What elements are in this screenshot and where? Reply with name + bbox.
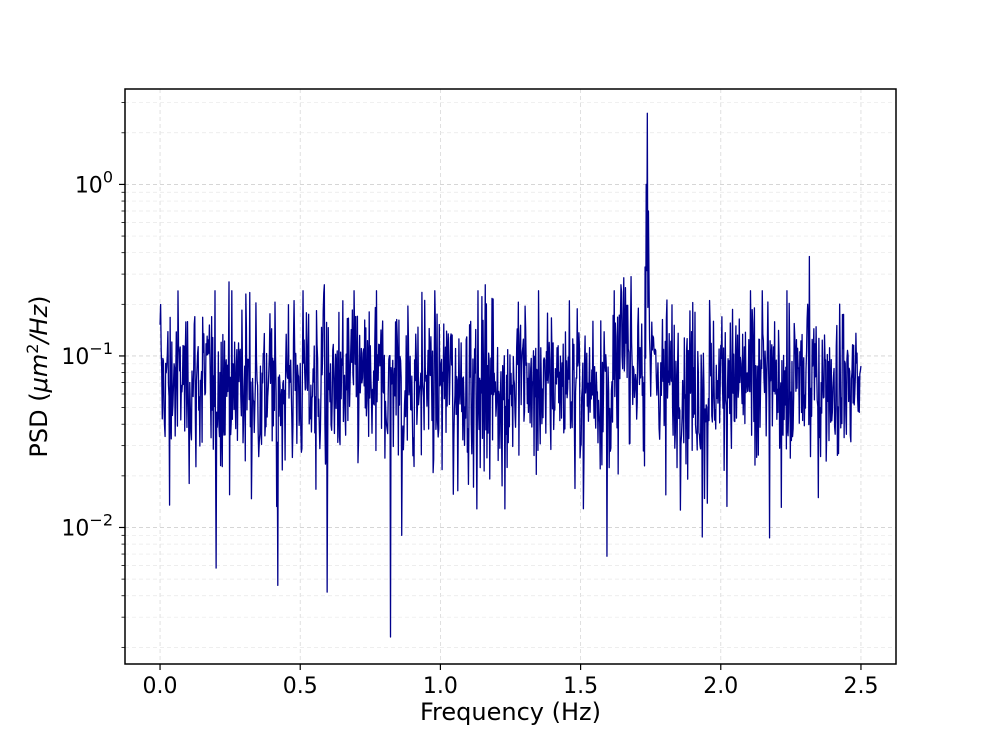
y-axis-label-unit-tail: /Hz: [25, 303, 53, 345]
x-axis-ticks: 0.0 0.5 1.0 1.5 2.0 2.5: [143, 664, 878, 699]
x-tick-label: 1.5: [563, 674, 598, 699]
y-axis-label-suffix: ): [25, 295, 53, 304]
y-axis-label: PSD (μm2/Hz): [23, 295, 53, 457]
y-axis-label-exponent: 2: [23, 344, 42, 354]
y-tick-label-base: 10: [61, 345, 89, 370]
x-tick-label: 2.0: [703, 674, 738, 699]
x-tick-label: 0.0: [143, 674, 178, 699]
y-tick-label: 100: [75, 167, 113, 198]
y-tick-label-base: 10: [61, 516, 89, 541]
psd-series-line: [159, 112, 862, 638]
y-axis-label-unit: μm: [25, 354, 53, 394]
x-axis-label: Frequency (Hz): [420, 698, 601, 726]
y-tick-label: 10−1: [61, 339, 113, 370]
y-tick-label: 10−2: [61, 510, 113, 541]
x-tick-label: 2.5: [843, 674, 878, 699]
y-tick-label-exponent: −1: [89, 339, 113, 358]
y-tick-label-base: 10: [75, 173, 103, 198]
plot-area: [159, 112, 862, 638]
y-axis-label-prefix: PSD (: [25, 392, 53, 457]
x-tick-label: 0.5: [283, 674, 318, 699]
y-tick-label-exponent: 0: [103, 167, 113, 186]
y-tick-label-exponent: −2: [89, 510, 113, 529]
axes-frame: [124, 88, 897, 665]
x-tick-label: 1.0: [423, 674, 458, 699]
